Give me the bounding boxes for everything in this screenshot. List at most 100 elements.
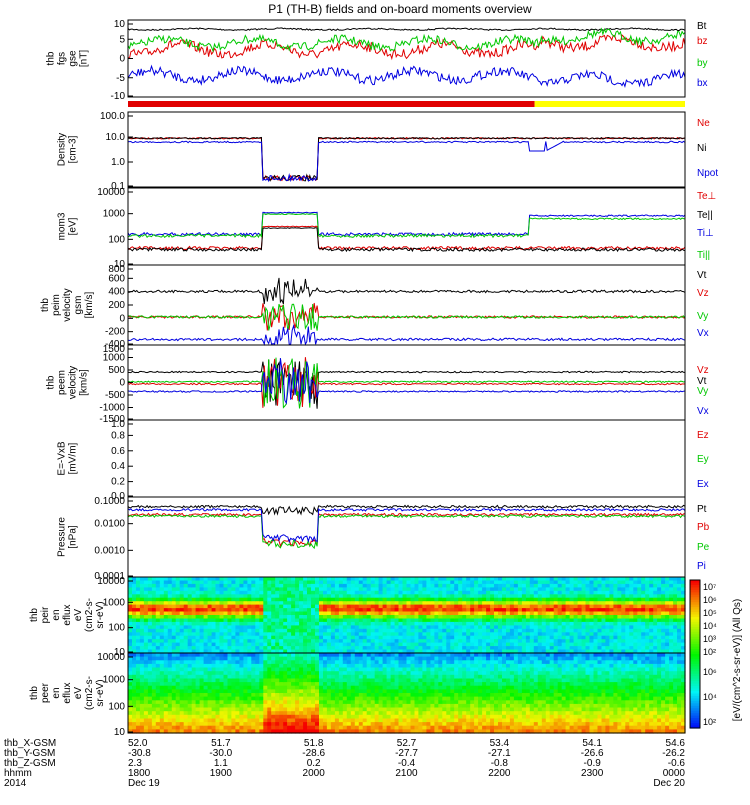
spectrogram-cell [208,629,213,633]
spectrogram-cell [239,668,244,672]
spectrogram-cell [363,591,368,595]
y-axis-label: Density[cm-3] [57,133,79,166]
spectrogram-cell [259,622,264,626]
y-tick-label: 0.8 [111,430,125,441]
spectrogram-cell [574,636,579,640]
spectrogram-cell [442,704,447,708]
panel-peer: 10000100010010thbpeerenefluxeV(cm2-s-sr-… [29,652,686,738]
spectrogram-cell [196,622,201,626]
spectrogram-cell [315,653,320,657]
spectrogram-cell [188,668,193,672]
spectrogram-cell [275,722,280,726]
legend-label: Ez [697,430,709,441]
spectrogram-cell [295,675,300,679]
spectrogram-cell [259,598,264,602]
spectrogram-cell [367,708,372,712]
spectrogram-cell [625,636,630,640]
spectrogram-cell [566,584,571,588]
spectrogram-cell [132,664,137,668]
spectrogram-cell [279,704,284,708]
spectrogram-cell [299,664,304,668]
spectrogram-cell [458,636,463,640]
spectrogram-cell [307,622,312,626]
spectrogram-cell [216,660,221,664]
spectrogram-cell [391,693,396,697]
spectrogram-cell [255,700,260,704]
spectrogram-cell [315,682,320,686]
spectrogram-cell [299,622,304,626]
spectrogram-cell [558,577,563,581]
spectrogram-cell [176,719,181,723]
spectrogram-cell [299,577,304,581]
spectrogram-cell [220,689,225,693]
y-axis-label: E=-VxB[mV/m] [57,441,79,476]
spectrogram-cell [184,612,189,616]
spectrogram-cell [522,577,527,581]
spectrogram-cell [164,668,169,672]
panel-frame [128,265,685,345]
spectrogram-cell [661,605,666,609]
spectrogram-cell [220,682,225,686]
spectrogram-cell [140,629,145,633]
spectrogram-cell [188,689,193,693]
spectrogram-cell [239,612,244,616]
spectrogram-cell [355,622,360,626]
spectrogram-cell [200,679,205,683]
spectrogram-cell [478,622,483,626]
spectrogram-cell [299,722,304,726]
spectrogram-cell [168,622,173,626]
spectrogram-cell [371,660,376,664]
spectrogram-cell [148,675,153,679]
spectrogram-cell [641,622,646,626]
spectrogram-cell [243,726,248,730]
spectrogram-cell [251,711,256,715]
spectrogram-cell [351,584,356,588]
spectrogram-cell [243,700,248,704]
spectrogram-cell [291,657,296,661]
spectrogram-cell [216,591,221,595]
spectrogram-cell [661,598,666,602]
spectrogram-cell [216,704,221,708]
spectrogram-cell [259,660,264,664]
spectrogram-cell [458,643,463,647]
spectrogram-cell [613,598,618,602]
spectrogram-cell [204,675,209,679]
spectrogram-cell [263,693,268,697]
spectrogram-cell [327,704,332,708]
spectrogram-cell [271,657,276,661]
spectrogram-cell [295,584,300,588]
spectrogram-cell [307,577,312,581]
spectrogram-cell [411,675,416,679]
spectrogram-cell [578,591,583,595]
spectrogram-cell [279,689,284,693]
spectrogram-cell [271,636,276,640]
spectrogram-cell [574,622,579,626]
spectrogram-cell [204,636,209,640]
spectrogram-cell [466,643,471,647]
spectrogram-cell [311,708,316,712]
spectrogram-cell [542,615,547,619]
spectrogram-cell [287,636,292,640]
spectrogram-cell [411,664,416,668]
spectrogram-cell [144,622,149,626]
spectrogram-cell [224,722,229,726]
spectrogram-cell [502,643,507,647]
spectrogram-cell [204,708,209,712]
spectrogram-cell [407,584,412,588]
spectrogram-cell [231,577,236,581]
spectrogram-cell [144,682,149,686]
spectrogram-cell [319,689,324,693]
spectrogram-cell [287,726,292,730]
spectrogram-cell [208,584,213,588]
y-tick-label: 0 [119,54,125,65]
spectrogram-cell [295,629,300,633]
spectrogram-cell [208,664,213,668]
spectrogram-cell [379,697,384,701]
spectrogram-cell [275,704,280,708]
spectrogram-cell [188,598,193,602]
spectrogram-cell [132,636,137,640]
spectrogram-cell [251,708,256,712]
spectrogram-cell [188,686,193,690]
spectrogram-cell [510,629,515,633]
